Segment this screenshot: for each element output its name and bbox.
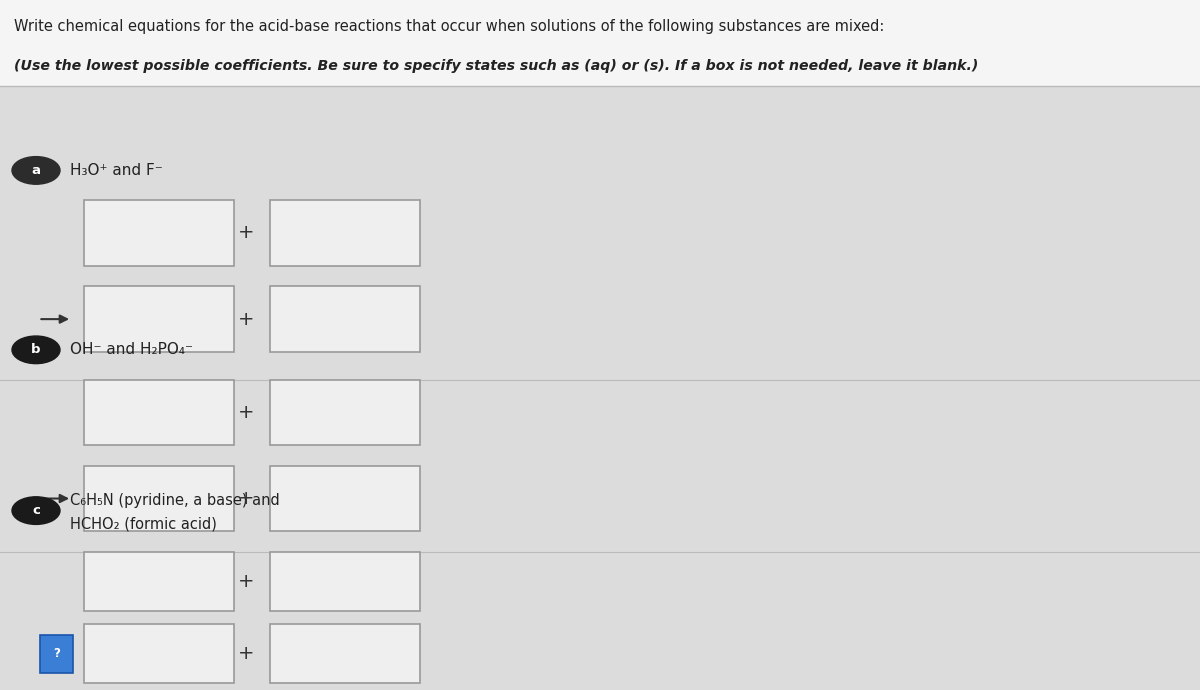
FancyBboxPatch shape xyxy=(270,200,420,266)
FancyBboxPatch shape xyxy=(84,624,234,683)
Text: OH⁻ and H₂PO₄⁻: OH⁻ and H₂PO₄⁻ xyxy=(70,342,192,357)
FancyBboxPatch shape xyxy=(84,200,234,266)
Text: b: b xyxy=(31,344,41,356)
Text: HCHO₂ (formic acid): HCHO₂ (formic acid) xyxy=(70,517,216,532)
Text: +: + xyxy=(238,572,254,591)
Text: H₃O⁺ and F⁻: H₃O⁺ and F⁻ xyxy=(70,163,162,178)
Text: +: + xyxy=(238,644,254,663)
Circle shape xyxy=(12,157,60,184)
Circle shape xyxy=(12,497,60,524)
FancyBboxPatch shape xyxy=(270,466,420,531)
FancyBboxPatch shape xyxy=(84,552,234,611)
Text: C₆H₅N (pyridine, a base) and: C₆H₅N (pyridine, a base) and xyxy=(70,493,280,508)
Text: c: c xyxy=(32,504,40,517)
Text: +: + xyxy=(238,310,254,328)
FancyBboxPatch shape xyxy=(270,286,420,352)
Text: (Use the lowest possible coefficients. Be sure to specify states such as (aq) or: (Use the lowest possible coefficients. B… xyxy=(14,59,979,72)
Text: +: + xyxy=(238,489,254,508)
FancyBboxPatch shape xyxy=(270,552,420,611)
Circle shape xyxy=(12,336,60,364)
Text: +: + xyxy=(238,403,254,422)
Text: +: + xyxy=(238,224,254,242)
FancyBboxPatch shape xyxy=(84,466,234,531)
FancyBboxPatch shape xyxy=(84,380,234,445)
Text: a: a xyxy=(31,164,41,177)
Text: Write chemical equations for the acid-base reactions that occur when solutions o: Write chemical equations for the acid-ba… xyxy=(14,19,884,34)
Text: ?: ? xyxy=(53,647,60,660)
FancyBboxPatch shape xyxy=(270,380,420,445)
FancyBboxPatch shape xyxy=(40,635,73,673)
FancyBboxPatch shape xyxy=(0,0,1200,86)
FancyBboxPatch shape xyxy=(270,624,420,683)
FancyBboxPatch shape xyxy=(84,286,234,352)
